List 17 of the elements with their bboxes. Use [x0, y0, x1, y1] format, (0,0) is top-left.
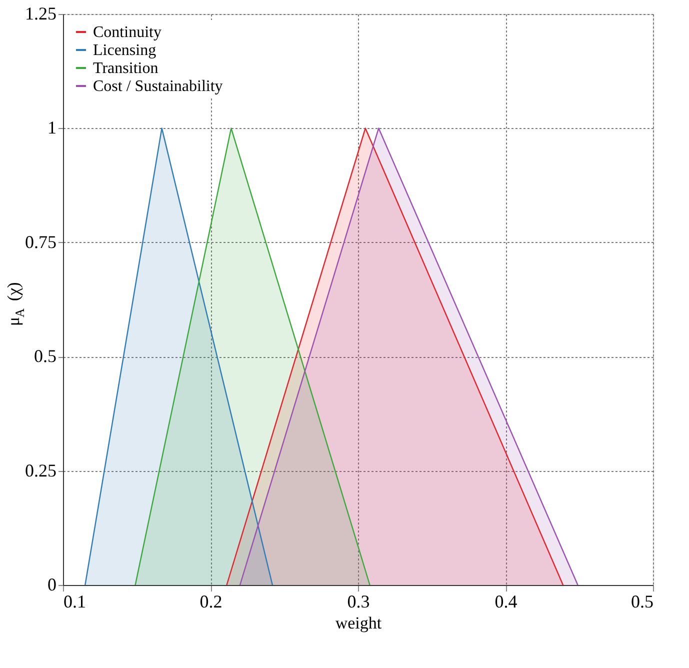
- legend-label: Cost / Sustainability: [93, 78, 223, 95]
- x-tick-label: 0.3: [347, 592, 370, 612]
- legend-label: Continuity: [93, 24, 162, 41]
- legend-label: Transition: [93, 60, 158, 77]
- x-tick-label: 0.5: [631, 592, 654, 612]
- x-tick-label: 0.2: [200, 592, 222, 612]
- y-tick-label: 1: [48, 118, 56, 138]
- y-tick-label: 0.5: [34, 346, 56, 366]
- legend-label: Licensing: [93, 42, 156, 59]
- y-tick-label: 0: [48, 574, 56, 594]
- x-axis-title: weight: [335, 614, 382, 632]
- x-tick-label: 0.4: [494, 592, 518, 612]
- y-tick-label: 0.25: [25, 460, 56, 480]
- y-tick-label: 0.75: [25, 232, 56, 252]
- y-tick-label: 1.25: [25, 4, 56, 24]
- x-tick-label: 0.1: [64, 592, 86, 612]
- y-axis-title: μA (χ): [4, 282, 27, 326]
